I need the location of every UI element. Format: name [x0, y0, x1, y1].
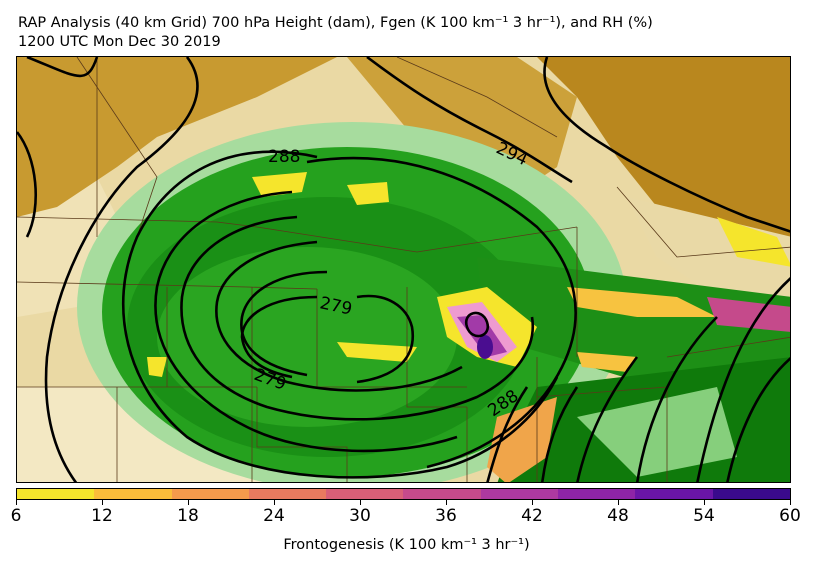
- colorbar-tick-label: 18: [177, 506, 199, 526]
- colorbar-segment: [171, 489, 249, 499]
- valid-time: 1200 UTC Mon Dec 30 2019: [18, 34, 221, 50]
- map-title: RAP Analysis (40 km Grid) 700 hPa Height…: [18, 15, 653, 31]
- colorbar-label: Frontogenesis (K 100 km⁻¹ 3 hr⁻¹): [283, 537, 530, 553]
- state-borders: [17, 57, 790, 482]
- colorbar-tick: [274, 500, 275, 505]
- colorbar-tick-label: 24: [263, 506, 285, 526]
- colorbar-tick-label: 54: [693, 506, 715, 526]
- colorbar-tick-label: 42: [521, 506, 543, 526]
- colorbar-tick-label: 6: [10, 506, 22, 526]
- colorbar-tick: [188, 500, 189, 505]
- colorbar-segment: [17, 489, 95, 499]
- colorbar-tick: [102, 500, 103, 505]
- colorbar-segment: [558, 489, 636, 499]
- colorbar-tick-label: 30: [349, 506, 371, 526]
- colorbar: [16, 488, 791, 500]
- colorbar-tick-label: 36: [435, 506, 457, 526]
- colorbar-tick: [618, 500, 619, 505]
- colorbar-tick: [16, 500, 17, 505]
- colorbar-segment: [326, 489, 404, 499]
- colorbar-tick: [532, 500, 533, 505]
- colorbar-segment: [403, 489, 481, 499]
- height-contours: [17, 57, 790, 482]
- colorbar-tick-label: 48: [607, 506, 629, 526]
- colorbar-segment: [712, 489, 790, 499]
- colorbar-segment: [635, 489, 713, 499]
- colorbar-tick-label: 60: [779, 506, 801, 526]
- colorbar-tick: [446, 500, 447, 505]
- map-panel: 288 294 279 279 288: [16, 56, 791, 483]
- colorbar-segment: [248, 489, 327, 499]
- contour-label-288-north: 288: [268, 147, 300, 167]
- colorbar-tick: [360, 500, 361, 505]
- colorbar-tick: [790, 500, 791, 505]
- colorbar-segment: [480, 489, 559, 499]
- rh-shading: [17, 57, 790, 482]
- colorbar-tick-label: 12: [91, 506, 113, 526]
- colorbar-tick: [704, 500, 705, 505]
- colorbar-segment: [94, 489, 172, 499]
